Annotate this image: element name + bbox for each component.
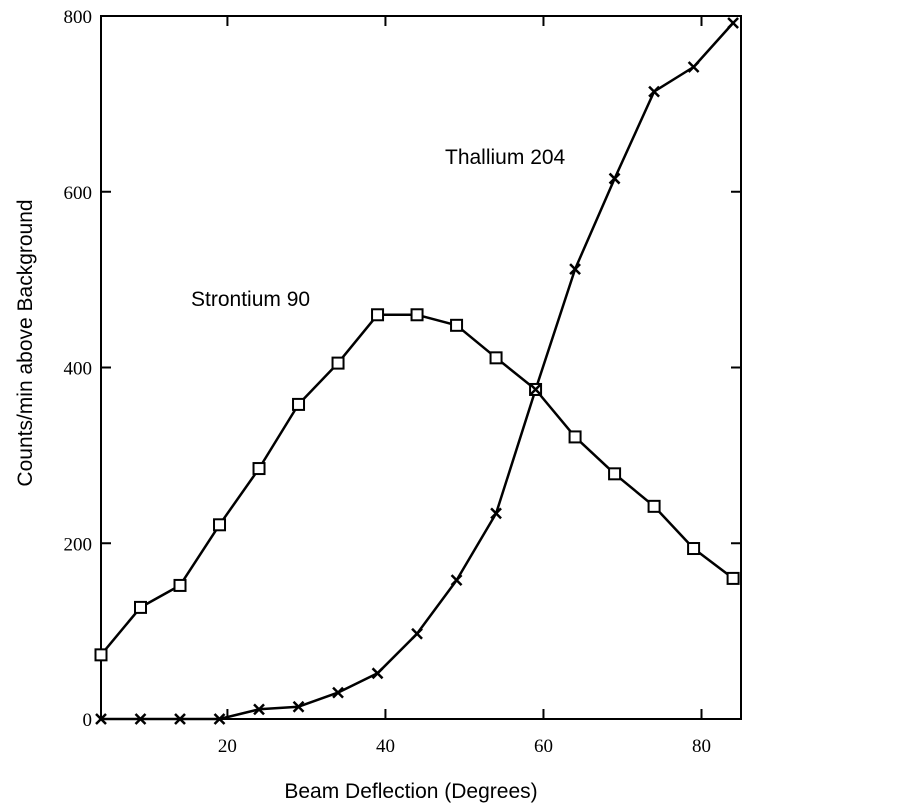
series-line-strontium-90 [100, 313, 734, 656]
y-tick-label: 400 [64, 359, 93, 380]
data-point-x [253, 703, 265, 716]
series-label-strontium-90: Strontium 90 [191, 288, 310, 311]
series-line-thallium-204 [101, 22, 735, 721]
x-tick-label: 80 [692, 736, 711, 757]
data-point-square [331, 356, 345, 370]
data-point-x [490, 507, 502, 520]
data-point-x [687, 61, 700, 73]
data-point-square [173, 578, 187, 592]
data-point-x [174, 713, 186, 725]
data-point-square [726, 571, 740, 585]
data-point-x [213, 713, 226, 725]
data-point-square [687, 542, 701, 556]
series-layer [100, 22, 735, 721]
data-point-square [647, 499, 661, 513]
data-point-square [371, 308, 385, 322]
data-point-x [134, 713, 147, 725]
x-axis-label: Beam Deflection (Degrees) [284, 780, 537, 803]
data-point-square [94, 648, 108, 662]
data-point-x [648, 85, 660, 98]
data-point-square [568, 430, 582, 444]
data-point-x [450, 574, 463, 587]
data-point-square [450, 318, 464, 332]
data-point-x [332, 686, 344, 699]
data-point-square [134, 600, 148, 614]
x-tick-label: 40 [376, 736, 395, 757]
y-tick-label: 0 [83, 710, 93, 731]
x-tick-label: 20 [218, 736, 237, 757]
data-point-x [529, 383, 542, 396]
y-tick-label: 200 [64, 534, 93, 555]
data-point-x [95, 713, 107, 725]
markers-layer [94, 17, 740, 725]
y-tick-label: 600 [64, 183, 93, 204]
y-tick-label: 800 [64, 7, 93, 28]
data-point-square [252, 462, 266, 476]
data-point-square [292, 397, 306, 411]
series-label-thallium-204: Thallium 204 [445, 146, 566, 169]
data-point-x [727, 17, 739, 29]
y-axis-label: Counts/min above Background [14, 199, 37, 486]
data-point-square [410, 308, 424, 322]
x-axis-ticks: 20 40 60 80 [218, 16, 711, 757]
data-point-x [411, 627, 423, 640]
data-point-square [213, 518, 227, 532]
data-point-x [569, 263, 581, 275]
data-point-x [292, 700, 305, 713]
data-point-square [608, 467, 622, 481]
data-point-x [371, 667, 384, 680]
data-point-square [489, 351, 503, 365]
x-tick-label: 60 [534, 736, 553, 757]
data-point-x [608, 172, 621, 185]
plot-frame [100, 15, 742, 720]
y-axis-ticks: 0 200 400 600 800 [64, 7, 741, 731]
